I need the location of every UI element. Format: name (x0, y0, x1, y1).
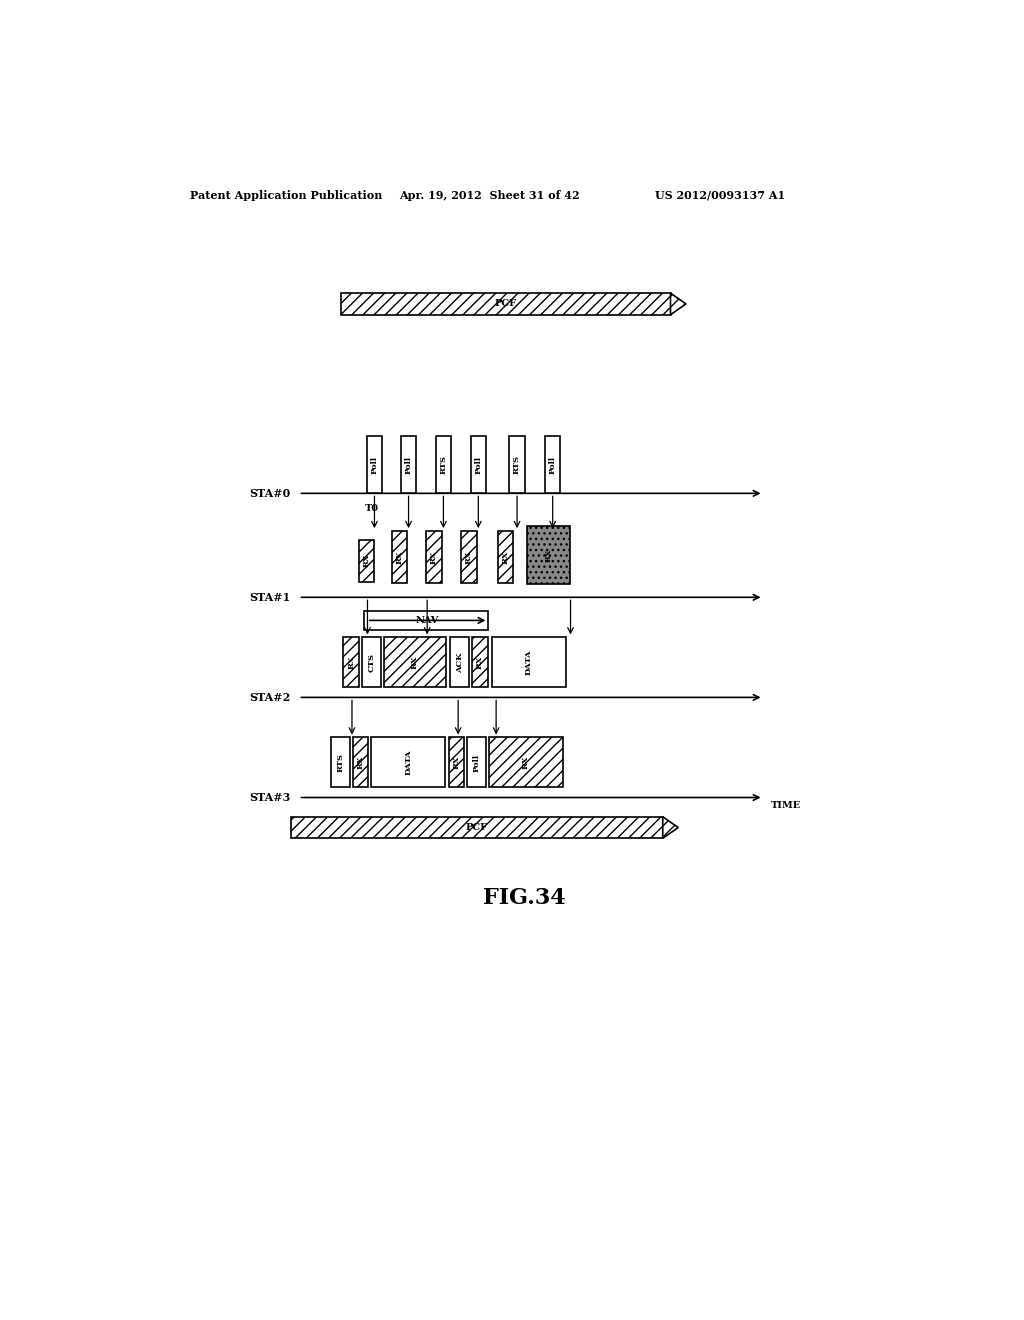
Text: PCF: PCF (495, 300, 517, 309)
Text: Patent Application Publication: Patent Application Publication (190, 190, 382, 201)
Text: T0: T0 (366, 504, 379, 513)
Text: STA#0: STA#0 (250, 488, 291, 499)
Text: RX: RX (476, 656, 484, 669)
Text: RTS: RTS (336, 752, 344, 772)
Bar (362, 638, 381, 688)
Text: NAV: NAV (416, 616, 439, 624)
Text: DATA: DATA (525, 649, 534, 675)
Text: RX: RX (453, 756, 461, 770)
Bar (426, 531, 442, 583)
Bar (545, 436, 560, 494)
Text: Poll: Poll (549, 455, 557, 474)
Bar (384, 638, 445, 688)
Bar (498, 531, 513, 583)
Text: DATA: DATA (404, 750, 413, 775)
Text: PCF: PCF (466, 824, 487, 832)
Bar (365, 611, 488, 630)
Bar (341, 293, 671, 314)
Text: RX: RX (347, 656, 355, 669)
Bar (489, 738, 563, 788)
Text: FIG.34: FIG.34 (483, 887, 566, 908)
Text: Poll: Poll (404, 455, 413, 474)
Text: RX: RX (545, 549, 552, 562)
Bar (372, 738, 445, 788)
Polygon shape (663, 817, 678, 838)
Bar (359, 540, 375, 582)
Bar (472, 638, 487, 688)
Bar (493, 638, 566, 688)
Text: RX: RX (395, 550, 403, 564)
Bar (467, 738, 486, 788)
Text: TIME: TIME (771, 801, 802, 809)
Bar (471, 436, 486, 494)
Bar (352, 738, 369, 788)
Bar (527, 527, 569, 585)
Text: Poll: Poll (473, 754, 480, 771)
Text: RX: RX (411, 656, 419, 669)
Text: STA#1: STA#1 (250, 591, 291, 603)
Text: Poll: Poll (474, 455, 482, 474)
Bar (435, 436, 452, 494)
Text: RX: RX (522, 756, 530, 770)
Text: CTS: CTS (368, 653, 376, 672)
Bar (449, 738, 464, 788)
Text: Poll: Poll (371, 455, 379, 474)
Text: RTS: RTS (513, 455, 521, 474)
Polygon shape (671, 293, 686, 314)
Text: RX: RX (465, 550, 473, 564)
Text: US 2012/0093137 A1: US 2012/0093137 A1 (655, 190, 785, 201)
Text: RX: RX (362, 554, 371, 568)
Bar (509, 436, 524, 494)
Bar (451, 638, 469, 688)
Text: Apr. 19, 2012  Sheet 31 of 42: Apr. 19, 2012 Sheet 31 of 42 (399, 190, 580, 201)
Bar (343, 638, 359, 688)
Text: STA#3: STA#3 (250, 792, 291, 803)
Bar (291, 817, 663, 838)
Text: RX: RX (356, 756, 365, 770)
Bar (391, 531, 407, 583)
Text: ACK: ACK (456, 652, 464, 673)
Text: RX: RX (502, 550, 509, 564)
Text: STA#2: STA#2 (250, 692, 291, 704)
Bar (367, 436, 382, 494)
Bar (400, 436, 417, 494)
Text: RTS: RTS (439, 455, 447, 474)
Bar (461, 531, 477, 583)
Text: RX: RX (430, 550, 438, 564)
Bar (331, 738, 349, 788)
